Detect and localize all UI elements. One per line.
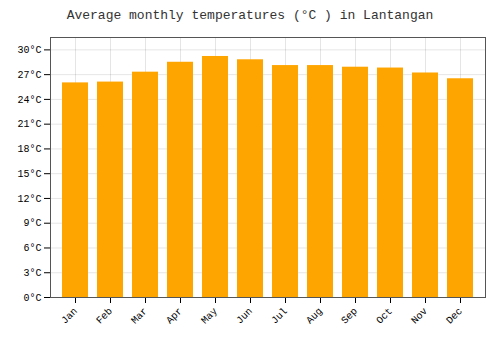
svg-text:9°C: 9°C — [23, 218, 41, 229]
svg-text:18°C: 18°C — [17, 144, 41, 155]
svg-text:27°C: 27°C — [17, 70, 41, 81]
svg-text:15°C: 15°C — [17, 169, 41, 180]
svg-text:Jul: Jul — [269, 306, 290, 327]
svg-text:Mar: Mar — [129, 306, 150, 327]
svg-text:Dec: Dec — [444, 306, 465, 327]
svg-text:May: May — [199, 306, 220, 327]
svg-text:21°C: 21°C — [17, 119, 41, 130]
html-text:Average monthly temperatures (: Average monthly temperatures (°C ) in La… — [66, 8, 434, 23]
svg-text:Sep: Sep — [339, 306, 360, 327]
svg-text:30°C: 30°C — [17, 45, 41, 56]
svg-text:Feb: Feb — [94, 306, 115, 327]
svg-text:24°C: 24°C — [17, 95, 41, 106]
svg-text:0°C: 0°C — [23, 293, 41, 304]
svg-text:6°C: 6°C — [23, 243, 41, 254]
svg-text:12°C: 12°C — [17, 194, 41, 205]
svg-text:Apr: Apr — [164, 306, 185, 327]
svg-text:3°C: 3°C — [23, 268, 41, 279]
svg-text:Oct: Oct — [374, 306, 395, 327]
svg-text:Nov: Nov — [409, 306, 430, 327]
svg-text:Aug: Aug — [304, 306, 325, 327]
svg-text:Jan: Jan — [59, 306, 80, 327]
svg-text:Jun: Jun — [234, 306, 255, 327]
